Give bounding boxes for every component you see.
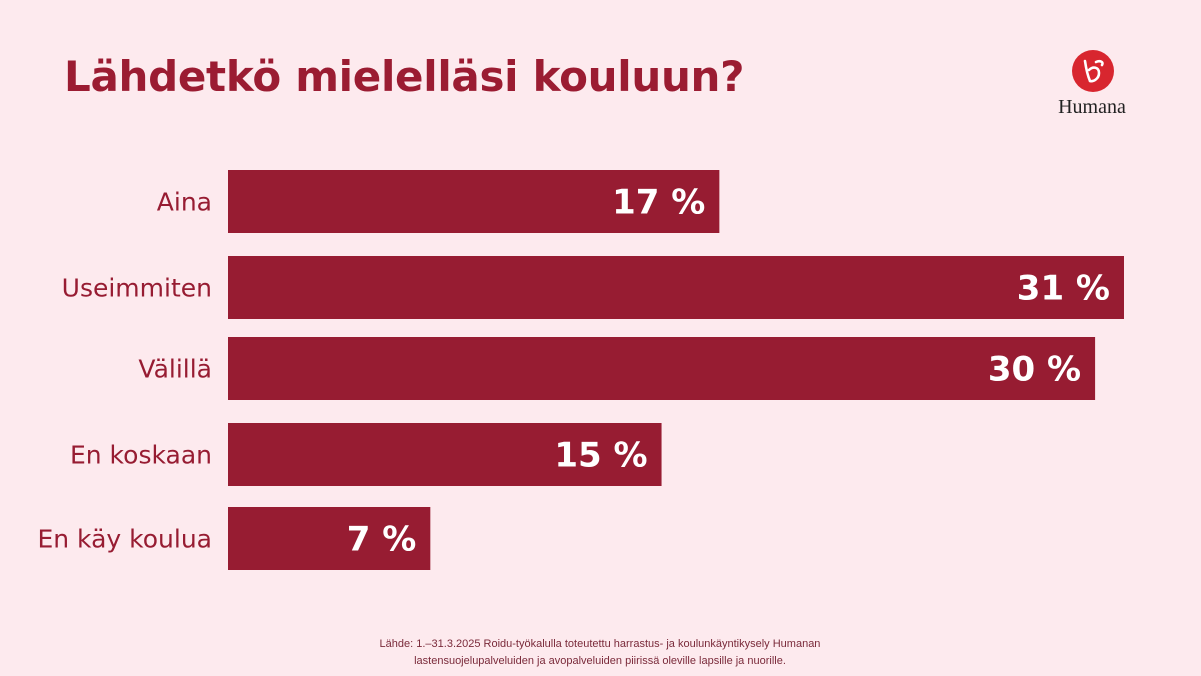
bar-chart: Aina 17 % Useimmiten 31 % Välillä 30 % En kosk… [37,170,1124,570]
category-label-1: Useimmiten [62,274,212,303]
source-line-1: Lähde: 1.–31.3.2025 Roidu-työkalulla tot… [379,638,821,650]
category-label-4: En käy koulua [37,525,212,554]
logo-wordmark: Humana [1058,96,1126,118]
value-label-0: 17 % [612,183,705,223]
bar-1 [228,256,1124,319]
humana-logo-icon [1072,50,1114,92]
value-label-2: 30 % [988,350,1081,390]
category-label-3: En koskaan [70,441,212,470]
category-label-2: Välillä [138,355,212,384]
source-line-2: lastensuojelupalveluiden ja avopalveluid… [414,655,786,667]
bar-0 [228,170,720,233]
value-label-4: 7 % [347,520,417,560]
bar-2 [228,337,1096,400]
humana-logo: Humana [1046,50,1138,120]
source-note: Lähde: 1.–31.3.2025 Roidu-työkalulla tot… [300,636,900,670]
value-label-3: 15 % [554,436,647,476]
bar-4 [228,507,431,570]
value-label-1: 31 % [1017,269,1110,309]
bar-3 [228,423,662,486]
chart-title: Lähdetkö mielelläsi kouluun? [64,52,745,101]
category-label-0: Aina [157,188,212,217]
